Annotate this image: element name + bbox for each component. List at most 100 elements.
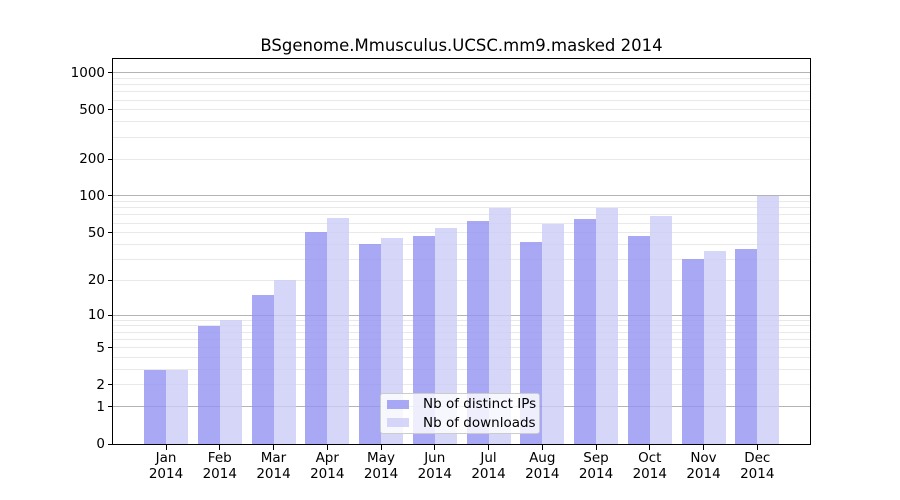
bar-downloads-jul	[488, 207, 511, 444]
bar-distinct-ips-jul	[466, 221, 489, 444]
x-tick-year: 2014	[471, 465, 506, 482]
legend-swatch-downloads	[387, 418, 409, 428]
y-tick	[108, 195, 113, 197]
x-tick-label-feb: Feb 2014	[189, 450, 251, 482]
legend-item-distinct-ips: Nb of distinct IPs	[387, 396, 537, 413]
minor-gridline	[113, 319, 810, 321]
x-tick-label-aug: Aug 2014	[511, 450, 573, 482]
bar-downloads-oct	[649, 216, 672, 444]
minor-gridline	[113, 347, 810, 349]
minor-gridline	[113, 232, 810, 234]
bar-distinct-ips-sep	[574, 218, 596, 444]
minor-gridline	[113, 279, 810, 281]
bar-distinct-ips-may	[359, 244, 381, 444]
minor-gridline	[113, 258, 810, 260]
minor-gridline	[113, 121, 810, 123]
legend-label-downloads: Nb of downloads	[423, 414, 536, 431]
x-tick	[165, 444, 167, 450]
bar-downloads-feb	[219, 320, 242, 444]
bar-downloads-nov	[703, 251, 726, 444]
minor-gridline	[113, 357, 810, 358]
x-tick-label-nov: Nov 2014	[673, 450, 735, 482]
bar-downloads-may	[381, 238, 403, 444]
minor-gridline	[113, 201, 810, 203]
y-tick-label: 200	[79, 151, 105, 167]
major-gridline	[113, 72, 810, 74]
bar-downloads-jun	[434, 227, 457, 444]
legend-label-distinct-ips: Nb of distinct IPs	[423, 396, 537, 413]
minor-gridline	[113, 77, 810, 79]
x-tick-month: Apr	[315, 450, 339, 466]
y-tick-label: 5	[96, 339, 105, 356]
bar-distinct-ips-oct	[627, 235, 650, 444]
y-tick	[108, 347, 113, 349]
x-tick-year: 2014	[686, 465, 721, 482]
bar-downloads-aug	[542, 223, 565, 444]
x-tick	[273, 444, 274, 450]
x-tick	[541, 444, 543, 450]
x-tick-month: Jun	[424, 450, 446, 466]
minor-gridline	[113, 84, 810, 86]
y-tick	[108, 279, 113, 281]
minor-gridline	[113, 384, 810, 386]
x-tick	[434, 444, 436, 450]
minor-gridline	[113, 243, 810, 245]
y-tick	[108, 72, 113, 74]
x-tick-label-mar: Mar 2014	[243, 450, 305, 482]
y-tick	[108, 314, 113, 316]
x-tick-label-jun: Jun 2014	[404, 450, 466, 482]
x-tick	[649, 444, 651, 450]
y-tick-label: 10	[87, 307, 105, 324]
x-tick-month: Jul	[480, 450, 497, 466]
bar-distinct-ips-jan	[144, 369, 166, 444]
y-tick	[108, 406, 113, 408]
y-tick	[108, 232, 113, 234]
x-tick-year: 2014	[148, 465, 184, 482]
x-tick-month: Aug	[529, 450, 556, 466]
x-tick-year: 2014	[417, 465, 452, 482]
y-tick-label: 100	[79, 187, 105, 204]
x-tick-label-may: May 2014	[350, 450, 412, 482]
x-tick-label-oct: Oct 2014	[619, 450, 681, 482]
x-tick-month: Oct	[638, 450, 662, 466]
legend-item-downloads: Nb of downloads	[387, 414, 536, 432]
minor-gridline	[113, 99, 810, 101]
x-tick-year: 2014	[256, 465, 291, 482]
y-tick-label: 20	[87, 272, 105, 289]
x-tick	[326, 444, 328, 450]
y-tick-label: 500	[79, 101, 105, 118]
bar-downloads-dec	[757, 195, 780, 444]
y-tick-label: 0	[96, 436, 105, 452]
x-tick-year: 2014	[578, 465, 614, 482]
bar-distinct-ips-apr	[305, 231, 328, 444]
x-tick-month: May	[367, 450, 395, 466]
major-gridline	[113, 314, 810, 316]
chart-title: BSgenome.Mmusculus.UCSC.mm9.masked 2014	[260, 36, 663, 55]
x-tick-month: Feb	[207, 450, 232, 466]
x-tick	[756, 444, 758, 450]
x-tick	[219, 444, 221, 450]
x-tick-label-dec: Dec 2014	[726, 450, 788, 482]
x-tick-label-apr: Apr 2014	[296, 450, 358, 482]
y-tick-label: 2	[96, 376, 105, 393]
bar-distinct-ips-nov	[681, 259, 704, 444]
minor-gridline	[113, 136, 810, 138]
bar-downloads-jan	[166, 369, 188, 444]
minor-gridline	[113, 109, 810, 111]
y-tick	[108, 109, 113, 111]
x-tick-month: Nov	[690, 450, 717, 466]
bar-distinct-ips-dec	[735, 248, 758, 444]
x-tick	[488, 444, 489, 450]
y-tick	[108, 158, 113, 160]
y-tick-label: 50	[87, 224, 105, 241]
minor-gridline	[113, 214, 810, 216]
x-tick-label-jan: Jan 2014	[135, 450, 197, 482]
minor-gridline	[113, 338, 810, 340]
x-tick	[703, 444, 704, 450]
minor-gridline	[113, 91, 810, 93]
x-tick-year: 2014	[310, 465, 345, 482]
y-tick-label: 1	[96, 398, 105, 415]
x-tick-year: 2014	[363, 465, 399, 482]
minor-gridline	[113, 158, 810, 160]
